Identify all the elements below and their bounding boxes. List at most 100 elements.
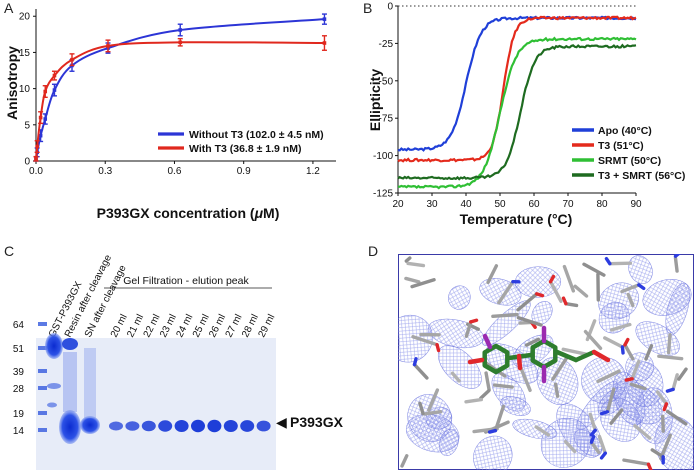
gel-smear	[84, 348, 96, 418]
data-point	[35, 144, 39, 149]
density-mesh-blob	[398, 314, 433, 363]
gel-band	[191, 419, 205, 433]
residue-stick	[518, 364, 532, 393]
residue-stick	[524, 337, 541, 347]
chart-a-xtick-label: 0.9	[237, 166, 251, 177]
atom-stick	[637, 283, 646, 291]
residue-stick	[418, 401, 425, 416]
residue-stick	[655, 390, 669, 406]
residue-stick	[561, 347, 590, 357]
density-mesh-blob	[500, 396, 531, 416]
data-point	[43, 89, 48, 94]
residue-stick	[633, 424, 652, 440]
residue-stick	[516, 292, 539, 312]
residue-stick	[472, 427, 499, 434]
melt-curve-2	[397, 36, 637, 190]
chart-b-xtick-label: 30	[426, 199, 438, 210]
gel-band	[80, 416, 100, 434]
residue-stick	[410, 278, 436, 289]
gel-band	[47, 383, 61, 389]
marker-label: 51	[13, 344, 25, 355]
residue-stick	[492, 383, 514, 389]
band-label: P393GX	[290, 414, 344, 430]
residue-stick	[650, 448, 665, 459]
residue-stick	[597, 434, 607, 455]
residue-stick	[563, 439, 577, 454]
atom-stick	[624, 377, 634, 382]
gel-band	[174, 419, 189, 433]
residue-stick	[411, 335, 439, 347]
density-mesh-blob	[628, 255, 653, 284]
panel-label-c: C	[4, 243, 15, 259]
marker-label: 64	[13, 320, 25, 331]
residue-stick	[534, 425, 551, 437]
residue-stick	[622, 458, 651, 466]
fraction-label: 29 ml	[256, 313, 277, 340]
density-mesh-blob	[473, 435, 513, 470]
ligand-bond	[554, 349, 579, 363]
residue-stick	[562, 264, 576, 293]
residue-stick	[609, 322, 632, 332]
gel-band	[62, 338, 78, 350]
residue-stick	[427, 388, 440, 412]
data-point	[178, 28, 183, 32]
ladder-band	[38, 411, 47, 415]
residue-stick	[491, 312, 519, 319]
residue-stick	[516, 316, 543, 327]
chart-a-xtick-label: 0.0	[29, 166, 43, 177]
chart-b-ylabel: Ellipticity	[367, 69, 383, 131]
chart-a-xtick-label: 0.3	[98, 166, 112, 177]
residue-stick	[548, 280, 563, 303]
chart-a-ytick-label: 15	[19, 48, 31, 59]
chart-a-xtick-label: 0.6	[168, 166, 182, 177]
atom-stick	[589, 434, 596, 444]
chart-a-xlabel: P393GX concentration (μM)	[97, 205, 280, 221]
residue-stick	[665, 409, 688, 426]
gel-band	[109, 421, 123, 431]
data-point	[52, 88, 57, 92]
residue-stick	[412, 362, 429, 380]
atom-stick	[665, 387, 675, 393]
atom-stick	[599, 410, 610, 416]
residue-stick	[629, 382, 647, 391]
data-point	[106, 44, 110, 48]
anisotropy-chart: 0 5 10 15 20 0.0 0.3 0.6 0.9 1.2 Without T3 (102.0…	[4, 9, 336, 221]
residue-stick	[406, 261, 426, 268]
atom-stick	[469, 318, 479, 324]
residue-stick	[551, 356, 569, 381]
atom-stick	[604, 257, 612, 266]
chart-b-xlabel: Temperature (°C)	[460, 211, 573, 227]
residue-stick	[464, 397, 484, 404]
density-mesh-blob	[654, 416, 694, 470]
residue-stick	[479, 389, 491, 400]
residue-stick	[644, 344, 654, 361]
gel-band	[207, 419, 222, 433]
ladder-band	[38, 346, 47, 350]
residue-stick	[620, 283, 641, 294]
residue-stick	[661, 414, 665, 433]
ligand-ether-oxygen	[516, 353, 523, 371]
data-point	[178, 40, 183, 45]
density-mesh-blob	[439, 428, 459, 456]
chart-b-xtick-label: 20	[392, 199, 404, 210]
atom-stick	[487, 428, 498, 434]
residue-stick	[486, 264, 499, 285]
chart-b-xtick-label: 40	[460, 199, 472, 210]
gel-background	[36, 338, 276, 470]
residue-stick	[603, 336, 625, 349]
melt-curve-3	[397, 43, 637, 181]
legend-label: T3 + SMRT (56°C)	[598, 170, 685, 182]
melt-curve-1	[397, 15, 637, 163]
chart-b-xtick-label: 50	[494, 199, 506, 210]
residue-stick	[589, 440, 601, 455]
density-mesh-blob	[437, 345, 482, 389]
chart-b-ytick-label: -25	[379, 39, 394, 50]
chart-b-xtick-label: 60	[528, 199, 540, 210]
residue-stick	[553, 382, 560, 398]
atom-stick	[561, 296, 568, 306]
gel-band	[256, 420, 271, 432]
residue-stick	[626, 292, 635, 308]
density-mesh-blob	[536, 356, 579, 405]
residue-stick	[493, 404, 506, 433]
residue-stick	[630, 359, 641, 381]
